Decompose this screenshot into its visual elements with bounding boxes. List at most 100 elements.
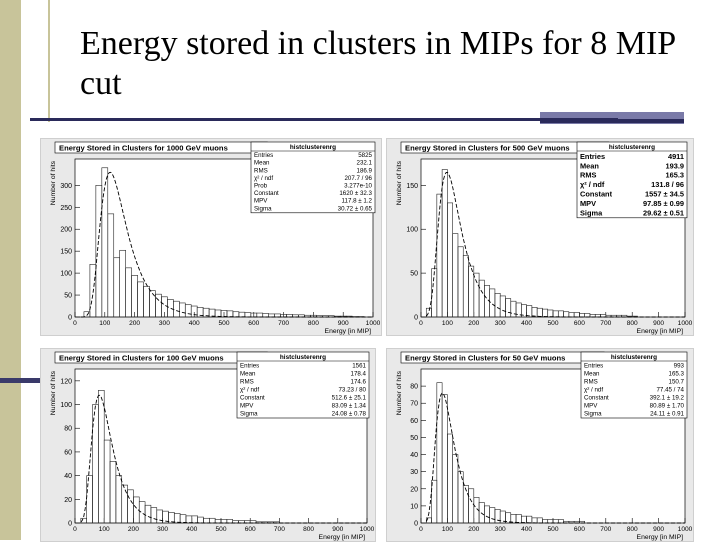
chart-title: Energy Stored in Clusters for 500 GeV mu… — [405, 144, 570, 153]
x-tick-label: 800 — [627, 320, 638, 327]
y-tick-label: 0 — [414, 315, 418, 322]
x-tick-label: 100 — [442, 320, 453, 327]
chart-title: Energy Stored in Clusters for 1000 GeV m… — [59, 144, 228, 153]
x-tick-label: 700 — [278, 320, 289, 327]
stats-value: 207.7 / 96 — [344, 175, 372, 182]
stats-value: 5825 — [358, 152, 372, 159]
stats-key: Constant — [240, 395, 265, 402]
x-tick-label: 700 — [600, 526, 611, 533]
stats-value: 1557 ± 34.5 — [645, 190, 684, 199]
chart-panel-100gev: Energy Stored in Clusters for 100 GeV mu… — [40, 348, 376, 542]
x-tick-label: 500 — [215, 526, 226, 533]
y-tick-label: 80 — [64, 426, 72, 433]
stats-key: Constant — [584, 395, 609, 402]
stats-key: Mean — [584, 371, 600, 378]
y-tick-label: 120 — [60, 378, 72, 385]
x-tick-label: 500 — [547, 320, 558, 327]
stats-value: 232.1 — [357, 160, 373, 167]
y-axis-label: Number of hits — [50, 370, 57, 415]
x-tick-label: 0 — [73, 526, 77, 533]
stats-value: 24.08 ± 0.78 — [332, 411, 367, 418]
stats-value: 80.89 ± 1.70 — [650, 403, 685, 410]
stats-value: 150.7 — [669, 379, 685, 386]
x-tick-label: 0 — [73, 320, 77, 327]
y-tick-label: 20 — [410, 486, 418, 493]
stats-key: RMS — [584, 379, 598, 386]
x-tick-label: 900 — [332, 526, 343, 533]
stats-key: Sigma — [580, 208, 603, 217]
stats-box-name: histclusterenrg — [290, 144, 336, 151]
stats-value: 73.23 / 80 — [338, 387, 366, 394]
x-tick-label: 100 — [99, 526, 110, 533]
stats-key: Sigma — [584, 411, 602, 418]
stats-value: 165.3 — [669, 371, 685, 378]
x-tick-label: 200 — [468, 320, 479, 327]
x-tick-label: 0 — [419, 526, 423, 533]
stats-value: 1620 ± 32.3 — [339, 190, 372, 197]
x-tick-label: 1000 — [678, 526, 693, 533]
y-tick-label: 70 — [410, 401, 418, 408]
stats-value: 77.45 / 74 — [656, 387, 684, 394]
stats-value: 512.6 ± 25.1 — [332, 395, 367, 402]
y-tick-label: 30 — [410, 469, 418, 476]
y-tick-label: 50 — [410, 271, 418, 278]
stats-value: 131.8 / 96 — [651, 180, 684, 189]
stats-key: MPV — [584, 403, 598, 410]
x-tick-label: 700 — [600, 320, 611, 327]
stats-key: MPV — [240, 403, 254, 410]
y-tick-label: 40 — [64, 473, 72, 480]
stats-value: 165.3 — [666, 171, 685, 180]
accent-vertical-line — [48, 0, 50, 122]
chart-panel-500gev: Energy Stored in Clusters for 500 GeV mu… — [386, 138, 694, 336]
x-tick-label: 300 — [495, 320, 506, 327]
x-tick-label: 600 — [248, 320, 259, 327]
slide-title: Energy stored in clusters in MIPs for 8 … — [80, 24, 700, 104]
stats-value: 174.6 — [351, 379, 367, 386]
stats-value: 3.277e-10 — [344, 183, 372, 190]
stats-key: Sigma — [240, 411, 258, 418]
x-tick-label: 1000 — [366, 320, 381, 327]
stats-key: Entries — [580, 152, 605, 161]
x-tick-label: 400 — [521, 526, 532, 533]
title-rule — [30, 118, 618, 121]
x-tick-label: 900 — [653, 320, 664, 327]
stats-value: 193.9 — [666, 161, 685, 170]
stats-box-name: histclusterenrg — [609, 144, 655, 151]
stats-value: 392.1 ± 19.2 — [650, 395, 685, 402]
y-tick-label: 250 — [60, 205, 72, 212]
y-tick-label: 10 — [410, 503, 418, 510]
x-axis-label: Energy [in MIP] — [637, 328, 684, 335]
x-tick-label: 100 — [99, 320, 110, 327]
stats-value: 117.8 ± 1.2 — [342, 198, 373, 205]
chart-panel-50gev: Energy Stored in Clusters for 50 GeV muo… — [386, 348, 694, 542]
stats-value: 83.09 ± 1.34 — [332, 403, 367, 410]
x-tick-label: 400 — [521, 320, 532, 327]
y-tick-label: 100 — [60, 402, 72, 409]
stats-key: Entries — [254, 152, 273, 159]
x-axis-label: Energy [in MIP] — [325, 328, 372, 335]
stats-key: Sigma — [254, 205, 272, 212]
stats-key: MPV — [580, 199, 596, 208]
stats-box-name: histclusterenrg — [611, 354, 657, 361]
y-axis-label: Number of hits — [396, 370, 403, 415]
x-tick-label: 300 — [495, 526, 506, 533]
stats-key: χ² / ndf — [254, 175, 273, 182]
y-tick-label: 300 — [60, 183, 72, 190]
y-tick-label: 20 — [64, 497, 72, 504]
stats-value: 186.9 — [357, 167, 373, 174]
y-tick-label: 100 — [406, 227, 418, 234]
stats-key: χ² / ndf — [240, 387, 259, 394]
x-tick-label: 800 — [627, 526, 638, 533]
stats-key: Constant — [580, 190, 613, 199]
x-tick-label: 100 — [442, 526, 453, 533]
stats-value: 4911 — [668, 152, 684, 161]
stats-value: 178.4 — [351, 371, 367, 378]
stats-key: RMS — [580, 171, 596, 180]
x-tick-label: 400 — [186, 526, 197, 533]
y-tick-label: 0 — [68, 521, 72, 528]
stats-key: Mean — [240, 371, 256, 378]
stats-value: 30.72 ± 0.65 — [338, 205, 373, 212]
histogram-1000gev: Energy Stored in Clusters for 1000 GeV m… — [41, 139, 381, 335]
x-tick-label: 900 — [338, 320, 349, 327]
chart-title: Energy Stored in Clusters for 50 GeV muo… — [405, 354, 565, 363]
